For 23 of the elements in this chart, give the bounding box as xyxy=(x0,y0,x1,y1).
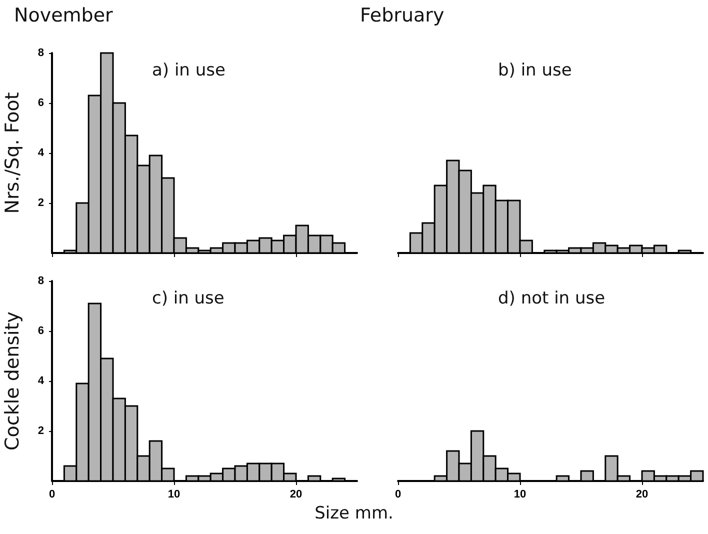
x-tick-label: 0 xyxy=(48,488,56,500)
text: November xyxy=(14,4,114,26)
y-tick-label: 2 xyxy=(38,425,44,437)
x-axis-title: Size mm. xyxy=(314,504,394,524)
y-tick-label: 4 xyxy=(38,375,45,387)
y-axis-title: Cockle density xyxy=(2,311,24,451)
text: February xyxy=(360,4,444,26)
y-tick-label: 8 xyxy=(38,275,44,287)
y-tick-label: 6 xyxy=(38,97,44,109)
y-tick-label: 2 xyxy=(38,197,44,209)
y-tick-label: 4 xyxy=(38,147,45,159)
x-tick-label: 20 xyxy=(636,488,648,500)
x-tick-label: 20 xyxy=(290,488,302,500)
chart-title: c) in use xyxy=(152,288,224,308)
chart-title: d) not in use xyxy=(498,288,606,308)
chart-title: b) in use xyxy=(498,60,572,80)
chart-title: a) in use xyxy=(152,60,226,80)
y-tick-label: 6 xyxy=(38,325,44,337)
y-axis-title: Nrs./Sq. Foot xyxy=(2,92,24,214)
x-tick-label: 10 xyxy=(168,488,180,500)
y-tick-label: 8 xyxy=(38,47,44,59)
x-tick-label: 0 xyxy=(394,488,402,500)
x-tick-label: 10 xyxy=(514,488,526,500)
